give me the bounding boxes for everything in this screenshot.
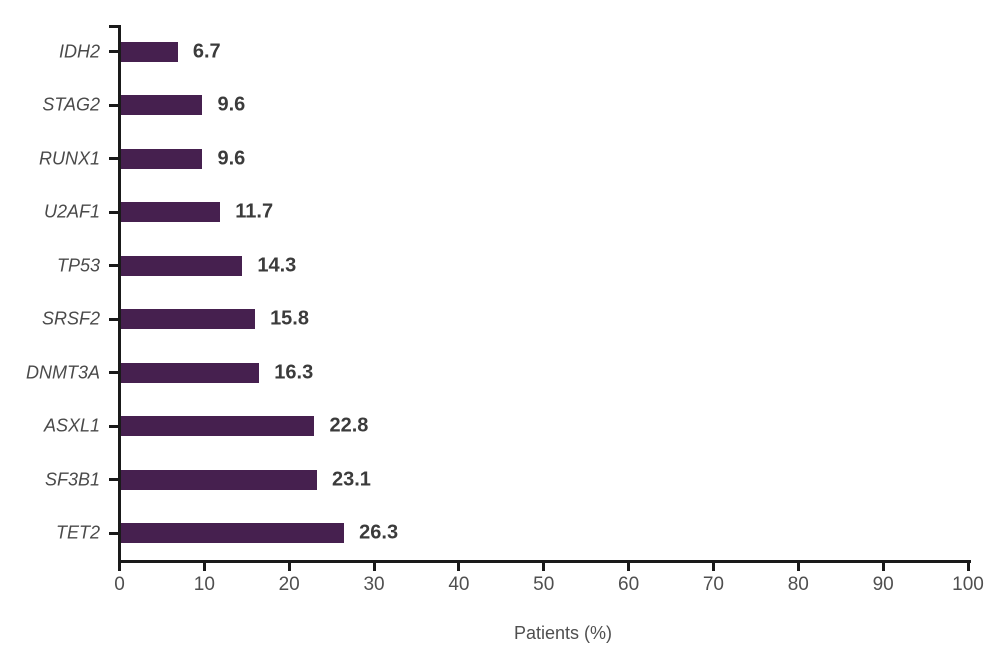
value-label: 23.1 — [332, 468, 371, 491]
category-tick — [109, 424, 118, 428]
category-tick — [109, 50, 118, 54]
value-label: 15.8 — [270, 307, 309, 330]
x-axis-tick — [202, 560, 206, 571]
value-label: 6.7 — [192, 40, 221, 63]
value-label: 16.3 — [274, 361, 314, 384]
bar — [121, 255, 243, 276]
x-axis-tick — [711, 560, 715, 571]
x-axis-tick — [542, 560, 546, 571]
y-axis-line — [118, 25, 121, 569]
bar — [121, 523, 345, 544]
value-label: 22.8 — [329, 414, 369, 437]
x-axis-tick-label: 60 — [618, 574, 640, 595]
category-label: U2AF1 — [43, 201, 100, 222]
x-axis-tick-label: 90 — [872, 574, 894, 595]
bar — [121, 469, 317, 490]
x-axis-tick-label: 80 — [787, 574, 809, 595]
category-label: DNMT3A — [25, 362, 100, 383]
x-axis-tick — [627, 560, 631, 571]
x-axis-tick — [457, 560, 461, 571]
category-label: SF3B1 — [44, 469, 100, 490]
bar — [121, 362, 260, 383]
y-axis-end-cap — [109, 25, 121, 28]
x-axis-tick-label: 50 — [533, 574, 555, 595]
bar — [121, 202, 221, 223]
x-axis-tick — [966, 560, 970, 571]
x-axis-tick-label: 100 — [952, 574, 984, 595]
x-axis-tick — [118, 560, 121, 571]
bar — [121, 148, 203, 169]
category-label: TP53 — [56, 255, 100, 276]
x-axis-title: Patients (%) — [513, 623, 613, 643]
bar — [121, 95, 203, 116]
x-axis-tick — [372, 560, 376, 571]
category-label: RUNX1 — [38, 148, 100, 169]
x-axis-tick-label: 40 — [448, 574, 470, 595]
category-tick — [109, 371, 118, 375]
x-axis-tick — [287, 560, 291, 571]
category-label: TET2 — [55, 522, 100, 543]
category-tick — [109, 103, 118, 107]
category-label: STAG2 — [42, 94, 100, 115]
value-label: 9.6 — [217, 147, 246, 170]
x-axis-tick-label: 30 — [363, 574, 385, 595]
x-axis-tick — [881, 560, 885, 571]
category-label: ASXL1 — [43, 415, 100, 436]
category-tick — [109, 317, 118, 321]
bar — [121, 309, 256, 330]
value-label: 14.3 — [257, 254, 297, 277]
x-axis-tick — [796, 560, 800, 571]
x-axis-tick-label: 20 — [278, 574, 300, 595]
value-label: 9.6 — [217, 93, 246, 116]
category-label: SRSF2 — [41, 308, 100, 329]
category-tick — [109, 157, 118, 161]
category-tick — [109, 478, 118, 482]
value-label: 26.3 — [359, 521, 399, 544]
value-label: 11.7 — [235, 200, 274, 223]
x-axis-tick-label: 0 — [114, 574, 125, 595]
category-tick — [109, 531, 118, 535]
category-label: IDH2 — [58, 41, 100, 62]
bar — [121, 41, 178, 62]
x-axis-tick-label: 10 — [193, 574, 215, 595]
x-axis-tick-label: 70 — [702, 574, 725, 595]
category-tick — [109, 210, 118, 214]
category-tick — [109, 264, 118, 268]
bar — [121, 416, 315, 437]
